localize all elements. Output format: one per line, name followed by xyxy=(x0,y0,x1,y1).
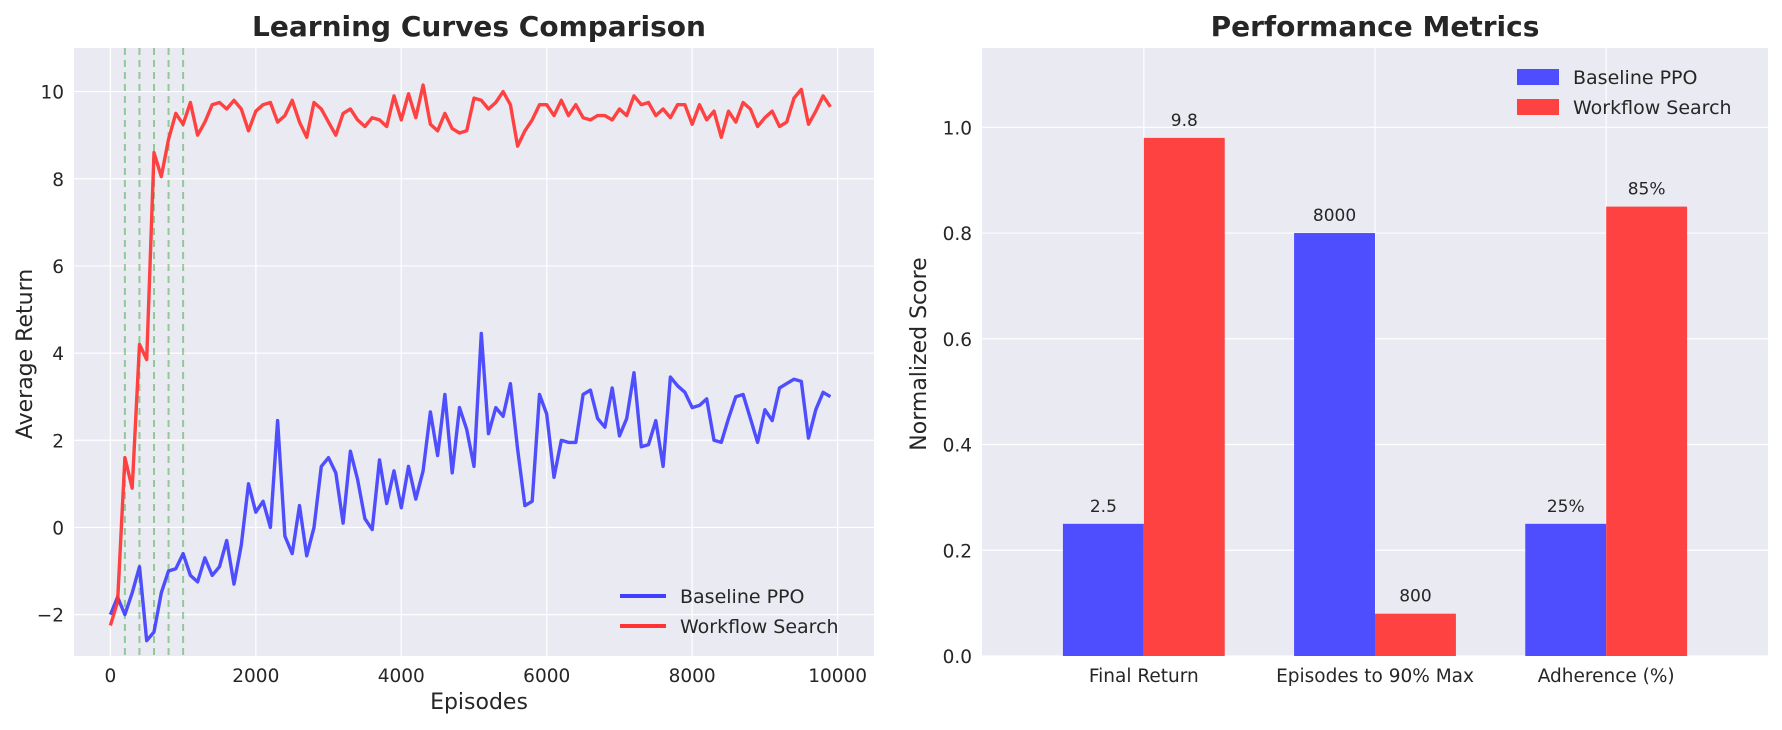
y-tick-label: 1.0 xyxy=(943,118,972,139)
x-tick-label: 2000 xyxy=(232,666,279,687)
bar-baseline-ppo-episodes-to-90-max xyxy=(1294,233,1375,657)
performance-metrics-y-label: Normalized Score xyxy=(907,257,932,450)
performance-metrics-title: Performance Metrics xyxy=(1211,10,1540,43)
bar-workflow-search-adherence xyxy=(1606,206,1688,656)
y-tick-label: 8 xyxy=(52,170,64,191)
y-tick-label: 2 xyxy=(52,431,64,452)
y-tick-label: 0.8 xyxy=(943,224,972,245)
learning-curves-series xyxy=(108,83,832,643)
legend-label-baseline-ppo: Baseline PPO xyxy=(680,586,804,608)
learning-curves-y-ticks: −2 0 2 4 6 8 10 xyxy=(37,83,64,627)
legend-label-workflow-search: Workflow Search xyxy=(680,616,839,638)
x-tick-label: 6000 xyxy=(523,666,570,687)
x-tick-label: 10000 xyxy=(808,666,867,687)
learning-curves-legend: Baseline PPO Workflow Search xyxy=(620,586,839,638)
series-line-workflow-search xyxy=(108,83,832,626)
bar-workflow-search-final-return xyxy=(1143,137,1225,656)
bar-value-label: 800 xyxy=(1399,587,1431,607)
bar-value-label: 8000 xyxy=(1313,206,1356,226)
y-tick-label: −2 xyxy=(37,606,64,627)
bar-workflow-search-episodes-to-90-max xyxy=(1375,613,1456,656)
x-tick-label: 8000 xyxy=(669,666,716,687)
legend-swatch-baseline-ppo xyxy=(1517,69,1559,85)
bar-value-label: 25% xyxy=(1547,497,1585,517)
bar-value-label: 85% xyxy=(1628,180,1666,200)
bar-value-label: 9.8 xyxy=(1171,111,1198,131)
performance-metrics-x-ticks: Final Return Episodes to 90% Max Adherence… xyxy=(1089,666,1675,687)
learning-curves-y-label: Average Return xyxy=(13,269,38,439)
learning-curves-x-ticks: 0 2000 4000 6000 8000 10000 xyxy=(104,666,867,687)
y-tick-label: 0.2 xyxy=(943,541,972,562)
legend-label-workflow-search: Workflow Search xyxy=(1573,97,1732,119)
y-tick-label: 4 xyxy=(52,344,64,365)
performance-metrics-legend: Baseline PPO Workflow Search xyxy=(1517,67,1732,119)
x-tick-label: Episodes to 90% Max xyxy=(1276,666,1474,687)
x-tick-label: 4000 xyxy=(378,666,425,687)
learning-curves-panel: Learning Curves Comparison 0 2000 4000 6000… xyxy=(13,10,874,715)
bar-baseline-ppo-final-return xyxy=(1062,523,1144,656)
y-tick-label: 6 xyxy=(52,257,64,278)
x-tick-label: 0 xyxy=(104,666,116,687)
performance-metrics-y-ticks: 0.0 0.2 0.4 0.6 0.8 1.0 xyxy=(943,118,972,668)
legend-label-baseline-ppo: Baseline PPO xyxy=(1573,67,1697,89)
y-tick-label: 0 xyxy=(52,518,64,539)
learning-curves-title: Learning Curves Comparison xyxy=(252,10,706,43)
performance-metrics-bars xyxy=(1062,137,1688,657)
series-line-baseline-ppo xyxy=(108,331,832,643)
bar-baseline-ppo-adherence xyxy=(1525,523,1607,656)
y-tick-label: 0.4 xyxy=(943,436,972,457)
y-tick-label: 0.0 xyxy=(943,647,972,668)
legend-swatch-workflow-search xyxy=(1517,99,1559,115)
performance-metrics-panel: Performance Metrics 2.5800025%9.880085% … xyxy=(907,10,1768,687)
y-tick-label: 0.6 xyxy=(943,330,972,351)
learning-curves-x-label: Episodes xyxy=(430,690,528,715)
learning-curves-grid xyxy=(74,48,874,656)
performance-metrics-bar-labels: 2.5 8000 25% 9.8 800 85% xyxy=(1090,111,1666,607)
learning-curves-plot-area xyxy=(74,48,874,656)
bar-value-label: 2.5 xyxy=(1090,497,1117,517)
x-tick-label: Adherence (%) xyxy=(1538,666,1675,687)
y-tick-label: 10 xyxy=(40,83,64,104)
x-tick-label: Final Return xyxy=(1089,666,1199,687)
